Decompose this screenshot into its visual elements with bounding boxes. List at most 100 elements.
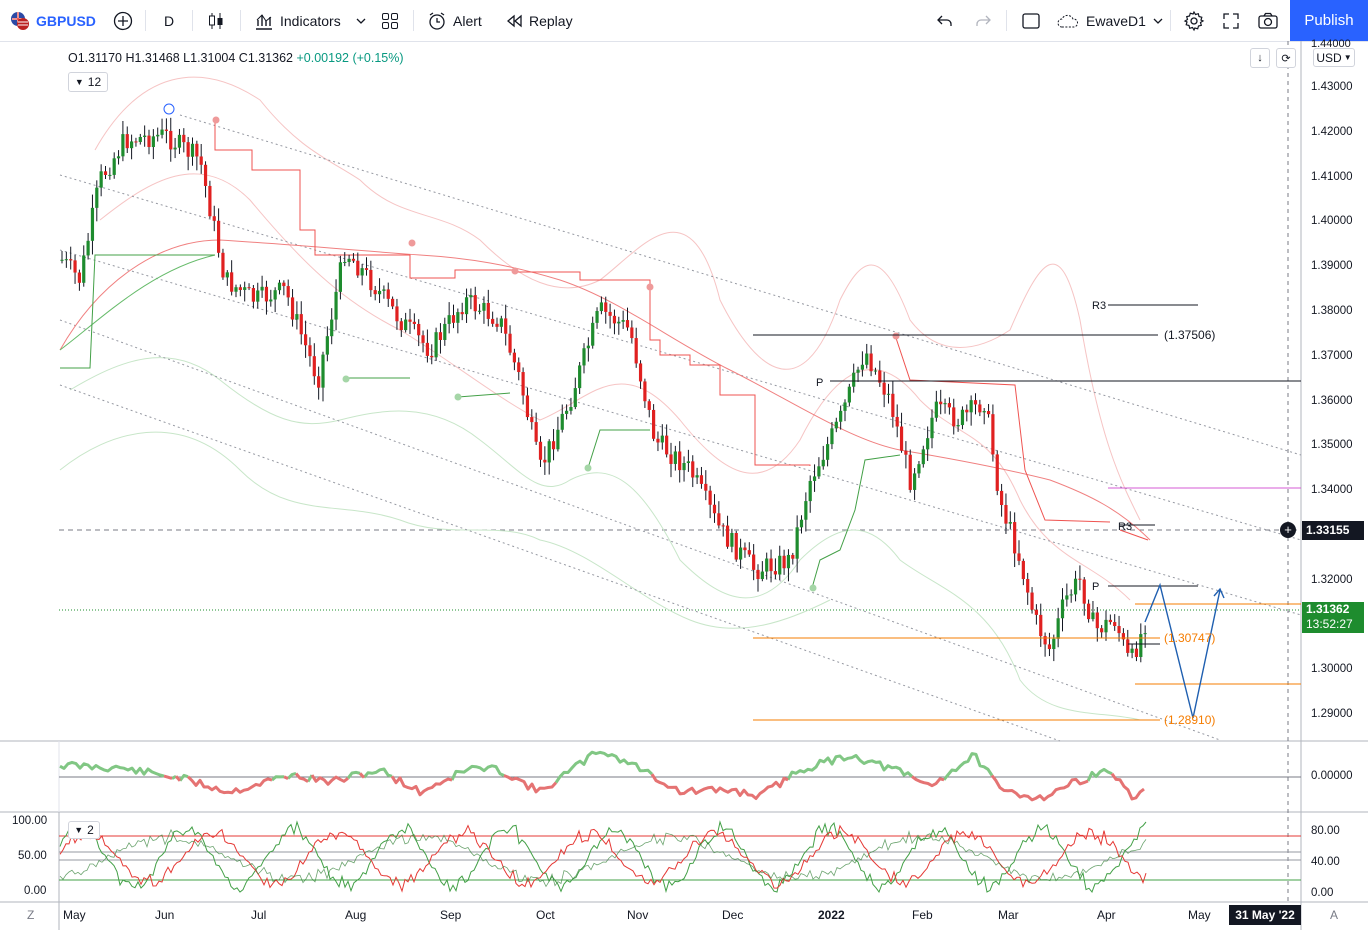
candle-body (186, 142, 190, 157)
time-tick: Oct (536, 908, 555, 922)
toolbar-divider (413, 10, 414, 31)
candle-body (395, 306, 399, 322)
add-alert-icon[interactable]: + (1280, 522, 1296, 538)
toolbar-divider (145, 10, 146, 31)
label-r3-top: R3 (1092, 300, 1106, 312)
undo-button[interactable] (936, 0, 954, 41)
redo-button[interactable] (974, 0, 992, 41)
candle-body (978, 404, 982, 413)
scroll-to-realtime-button[interactable]: ↓ (1250, 48, 1270, 68)
candle-body (404, 319, 408, 331)
legend-close: C1.31362 (238, 51, 294, 65)
candle-body (843, 402, 847, 411)
candle-body (995, 454, 999, 491)
osc-collapse-button[interactable]: ▼ 2 (68, 821, 100, 839)
candle-body (103, 171, 108, 175)
stoch-left-tick: 100.00 (12, 815, 48, 827)
candle-body (391, 298, 395, 307)
level-label-top: (1.37506) (1164, 328, 1215, 342)
candle-body (799, 519, 804, 528)
candle-body (1130, 648, 1134, 653)
publish-button[interactable]: Publish (1290, 0, 1368, 41)
price-tick: 1.39000 (1311, 260, 1353, 273)
candle-body (865, 353, 869, 365)
crosshair-date-tag: 31 May '22 (1229, 905, 1301, 925)
alert-button[interactable]: Alert (427, 0, 482, 41)
interval-button[interactable]: D (164, 0, 174, 41)
bands-lower (59, 357, 1141, 721)
templates-button[interactable] (381, 0, 399, 41)
candle-body (504, 318, 508, 334)
crosshair-price-tag: 1.33155 (1302, 521, 1364, 540)
candle-body (660, 435, 664, 443)
price-tick: 1.38000 (1311, 305, 1353, 317)
candle-body (882, 382, 886, 395)
indicators-collapse-button[interactable]: ▼ 12 (68, 72, 108, 92)
candle-body (752, 554, 756, 570)
candle-body (778, 555, 782, 575)
candle-body (199, 156, 203, 165)
candle-body (973, 400, 978, 405)
candle-body (621, 320, 625, 322)
symbol-search[interactable]: GBPUSD (10, 0, 96, 41)
wave-projection[interactable] (1144, 582, 1221, 719)
candle-body (182, 134, 186, 143)
candle-body (647, 401, 651, 410)
candle-body (443, 323, 447, 340)
legend-high: H1.31468 (125, 51, 180, 65)
candle-body (334, 291, 338, 320)
go-to-date-button[interactable]: Z (27, 908, 35, 922)
candle-body (1117, 626, 1121, 634)
chart-canvas[interactable]: R3 P R3 P (1.37506) (1.30747) (1.28910) (0, 41, 1368, 930)
price-tick: 1.36000 (1311, 394, 1353, 407)
settings-button[interactable] (1183, 0, 1205, 41)
candle-body (804, 501, 808, 520)
candle-body (256, 290, 260, 302)
candle-body (203, 164, 208, 186)
last-price: 1.31362 (1306, 602, 1350, 616)
indicator-count: 12 (87, 75, 102, 89)
compare-button[interactable] (113, 0, 133, 41)
auto-scale-toggle[interactable]: A (1330, 908, 1339, 922)
candle-body (747, 550, 751, 555)
candle-body (234, 287, 238, 292)
candle-body (1143, 633, 1147, 635)
layout-name-button[interactable]: EwaveD1 (1056, 0, 1164, 41)
candle-body (251, 288, 255, 302)
square-icon (1021, 11, 1041, 31)
snapshot-button[interactable] (1257, 0, 1279, 41)
candle-body (369, 269, 373, 291)
fullscreen-button[interactable] (1221, 0, 1241, 41)
candle-body (795, 527, 799, 559)
oscillator-line (163, 772, 1145, 802)
candle-body (456, 312, 460, 323)
price-tick: 1.40000 (1311, 215, 1353, 228)
time-tick: Mar (998, 908, 1019, 922)
currency-select[interactable]: USD ▼ (1313, 48, 1355, 67)
layout-select-button[interactable] (1021, 0, 1041, 41)
candle-body (873, 370, 878, 372)
candle-body (773, 571, 777, 575)
candle-body (847, 386, 851, 403)
candle-body (1095, 612, 1099, 629)
candle-body (221, 252, 225, 278)
candle-body (930, 417, 934, 439)
candle-body (1021, 560, 1025, 579)
candle-body (1108, 619, 1112, 623)
indicators-button[interactable]: Indicators (254, 0, 341, 41)
candle-body (926, 438, 930, 450)
auto-scale-button[interactable]: ⟳ (1276, 48, 1296, 68)
candle-body (290, 297, 295, 320)
chart-type-button[interactable] (207, 0, 225, 41)
candle-body (634, 338, 638, 364)
candle-body (82, 255, 86, 283)
candle-body (704, 483, 708, 491)
candle-body (508, 333, 512, 353)
replay-button[interactable]: Replay (505, 0, 573, 41)
candle-body (1047, 644, 1052, 650)
indicators-dropdown[interactable] (355, 0, 367, 41)
candle-body (273, 290, 277, 300)
candle-body (1091, 612, 1095, 620)
candle-body (891, 393, 895, 417)
candle-body (725, 525, 730, 547)
